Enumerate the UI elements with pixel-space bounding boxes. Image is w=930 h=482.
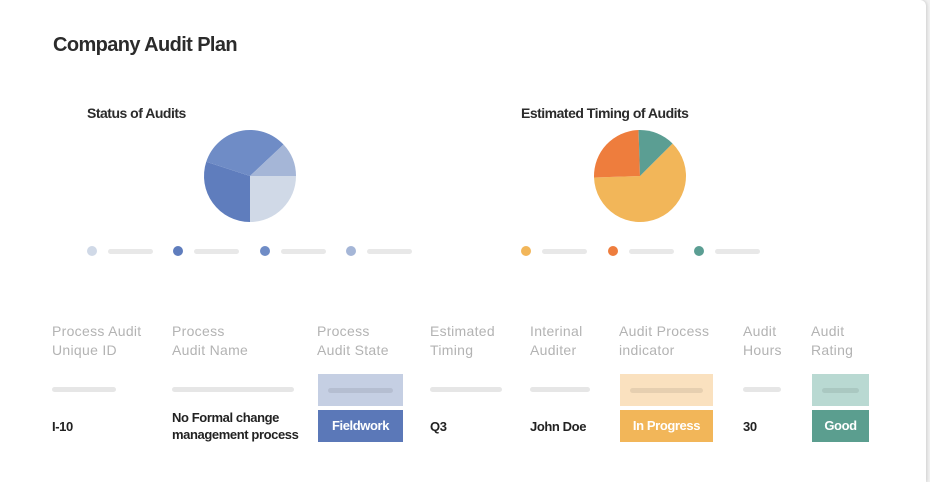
status-chip: In Progress xyxy=(620,410,713,442)
legend-dot xyxy=(260,246,270,256)
placeholder-box xyxy=(812,374,869,406)
pie-slice xyxy=(594,130,640,178)
legend-placeholder xyxy=(542,249,587,254)
pie-slice xyxy=(250,176,296,222)
cell: John Doe xyxy=(530,419,587,434)
status-chip: Fieldwork xyxy=(318,410,403,442)
column-header: Audit Rating xyxy=(811,323,854,358)
legend-placeholder xyxy=(629,249,674,254)
legend-placeholder xyxy=(715,249,760,254)
legend-dot xyxy=(87,246,97,256)
charts: Status of Audits Estimated Timing of Aud… xyxy=(87,105,760,256)
legend-placeholder xyxy=(281,249,326,254)
column-header: Process Audit Unique ID xyxy=(52,323,142,358)
cell: 30 xyxy=(743,419,757,434)
legend-placeholder xyxy=(367,249,412,254)
chart-title: Status of Audits xyxy=(87,105,187,121)
placeholder xyxy=(172,387,294,392)
cell: I-10 xyxy=(52,419,73,434)
legend-dot xyxy=(346,246,356,256)
column-header: Audit Hours xyxy=(743,323,782,358)
pie-slice xyxy=(250,144,296,176)
column-header: Audit Process indicator xyxy=(619,323,710,358)
legend-dot xyxy=(694,246,704,256)
placeholder xyxy=(530,387,590,392)
legend-dot xyxy=(608,246,618,256)
placeholder xyxy=(52,387,116,392)
legend-placeholder xyxy=(194,249,239,254)
column-header: Estimated Timing xyxy=(430,323,495,358)
placeholder-box xyxy=(620,374,713,406)
cell: No Formal change management process xyxy=(172,410,299,442)
column-header: Process Audit State xyxy=(317,323,389,358)
pie-slice xyxy=(594,143,686,222)
chart-title: Estimated Timing of Audits xyxy=(521,105,689,121)
status-chip: Good xyxy=(812,410,869,442)
cell: Q3 xyxy=(430,419,447,434)
pie-slice xyxy=(204,161,250,222)
placeholder xyxy=(430,387,502,392)
column-header: Interinal Auditer xyxy=(530,323,583,358)
legend-placeholder xyxy=(108,249,153,254)
legend-dot xyxy=(173,246,183,256)
legend-dot xyxy=(521,246,531,256)
placeholder-box xyxy=(318,374,403,406)
column-header: Process Audit Name xyxy=(172,323,249,358)
placeholder xyxy=(743,387,781,392)
page-title: Company Audit Plan xyxy=(53,34,238,56)
pie-slice xyxy=(206,129,284,176)
pie-slice xyxy=(638,130,673,176)
